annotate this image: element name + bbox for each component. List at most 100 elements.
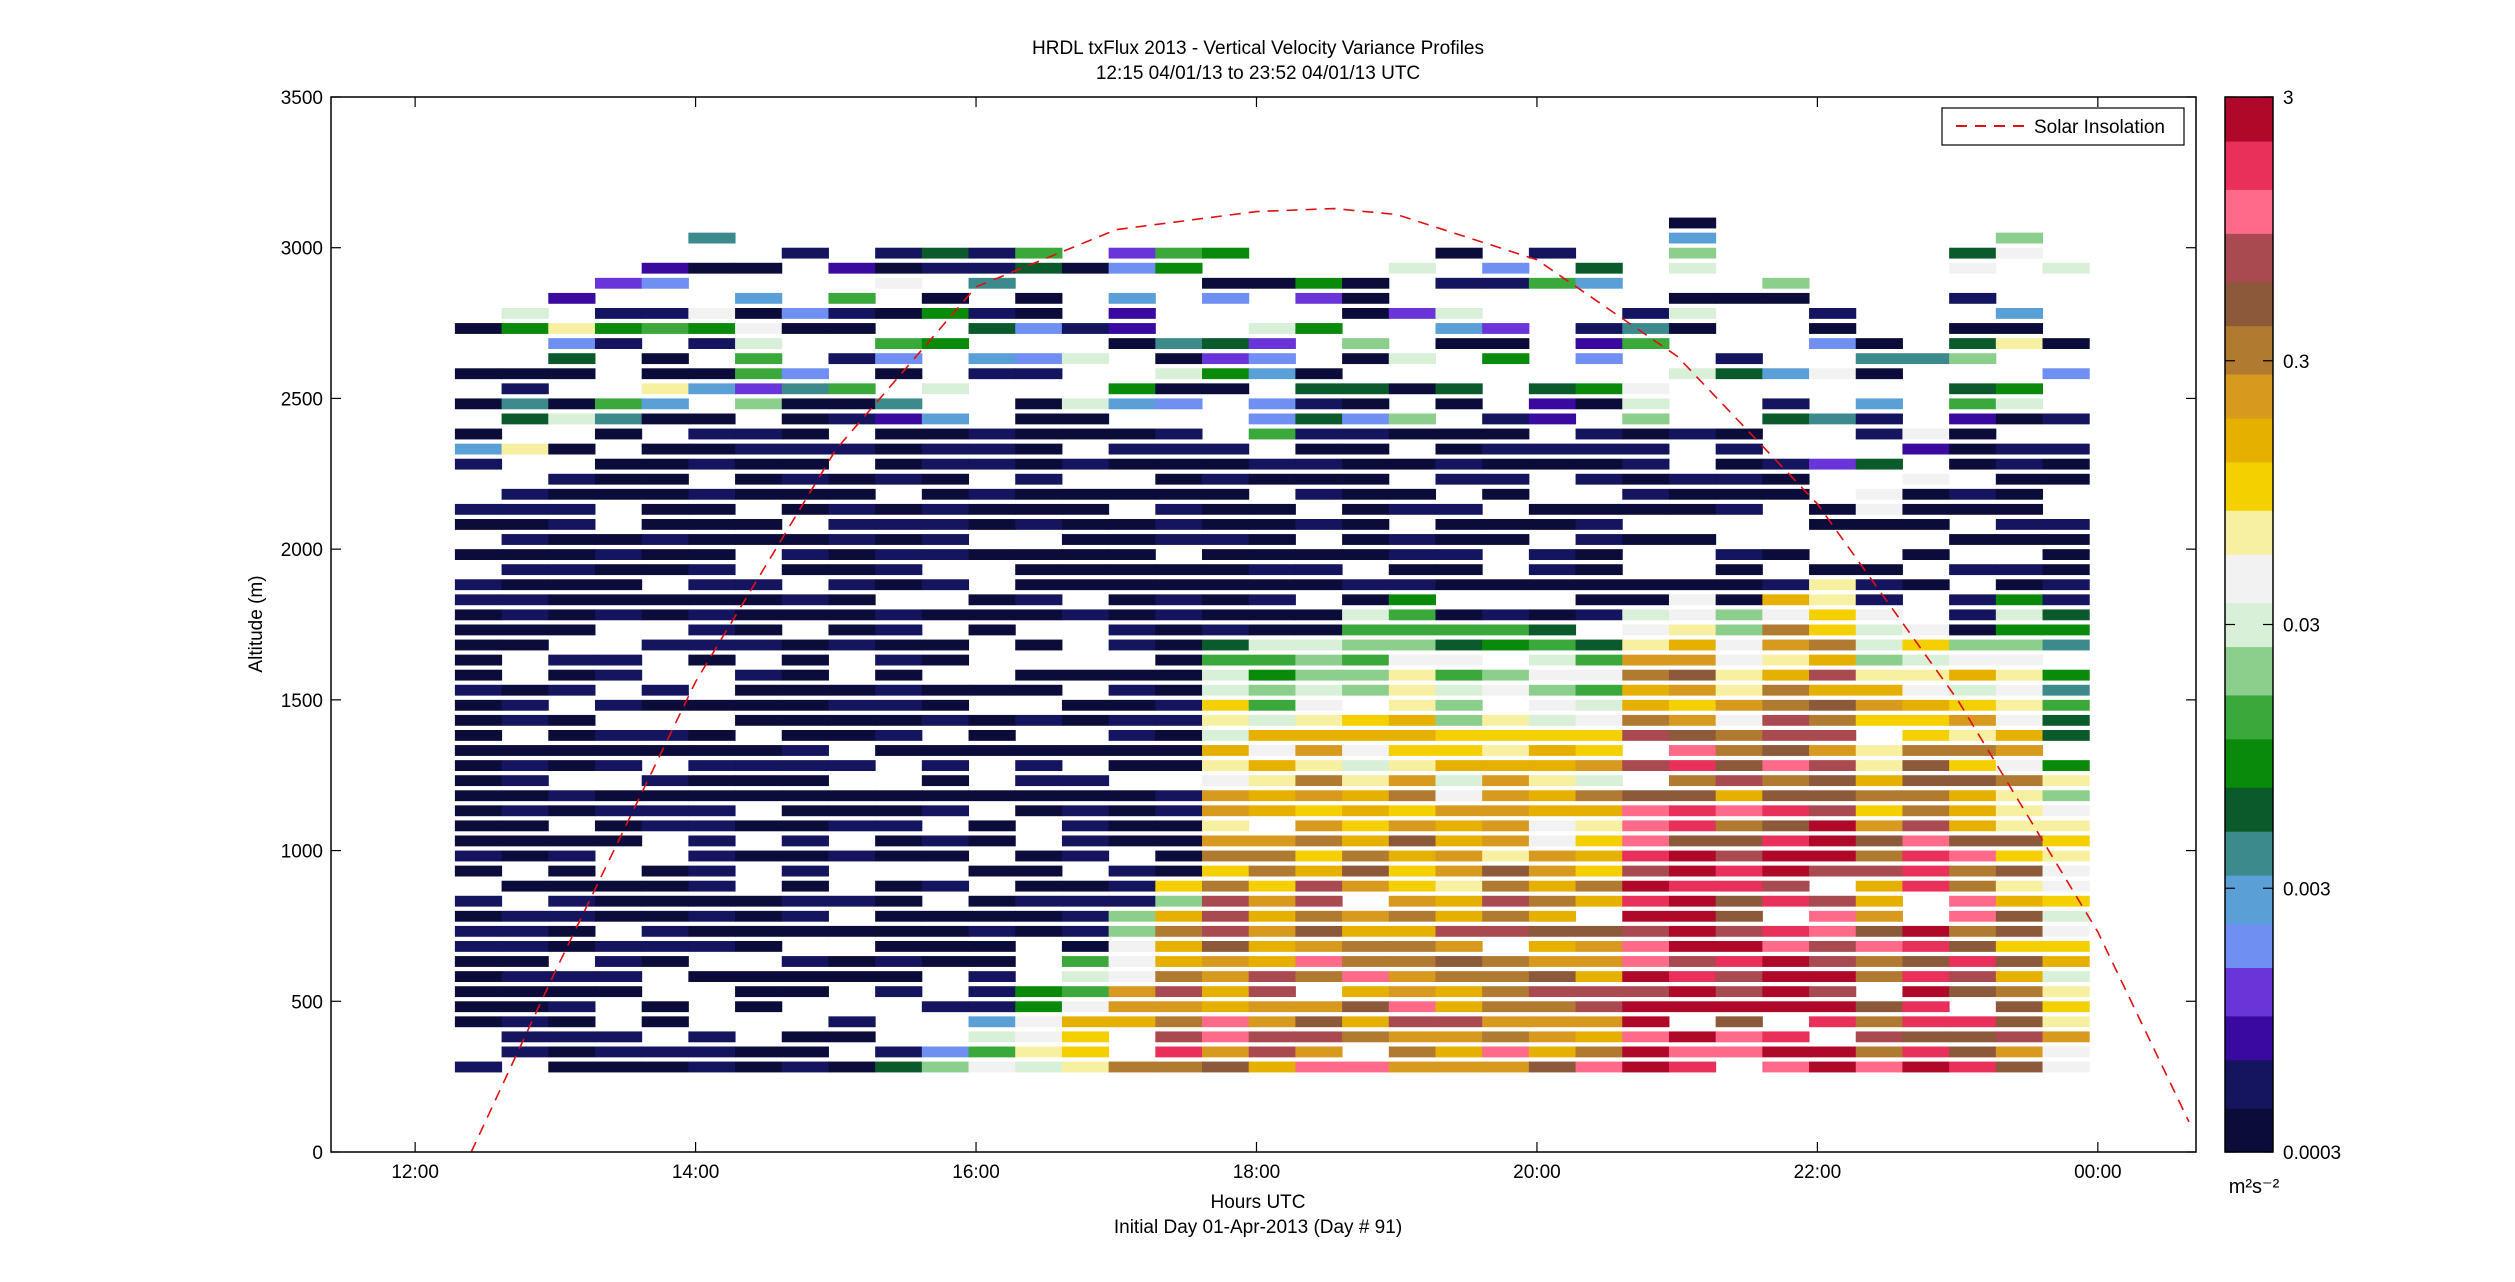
heatmap-cell: [594, 820, 643, 832]
heatmap-cell: [1668, 292, 1717, 304]
colorbar-segment: [2225, 888, 2273, 894]
heatmap-cell: [1388, 895, 1436, 907]
heatmap-cell: [1902, 790, 1950, 802]
heatmap-cell: [1809, 458, 1857, 470]
heatmap-cell: [1061, 458, 1110, 470]
heatmap-cell: [1622, 925, 1670, 937]
heatmap-cell: [1575, 1061, 1623, 1073]
heatmap-cell: [1995, 941, 2044, 952]
heatmap-cell: [1949, 353, 1997, 365]
heatmap-cell: [1435, 820, 1483, 832]
heatmap-cell: [1668, 941, 1717, 952]
heatmap-cell: [1995, 714, 2044, 726]
heatmap-cell: [688, 760, 736, 771]
heatmap-cell: [1295, 654, 1343, 666]
heatmap-cell: [548, 805, 596, 817]
heatmap-cell: [875, 895, 923, 907]
heatmap-cell: [1482, 534, 1530, 545]
heatmap-cell: [454, 910, 503, 922]
colorbar-segment: [2225, 1050, 2273, 1056]
heatmap-cell: [1715, 684, 1763, 696]
colorbar-segment: [2225, 294, 2273, 300]
heatmap-cell: [2042, 880, 2090, 892]
heatmap-cell: [1435, 669, 1483, 681]
y-tick-label: 1000: [281, 842, 323, 863]
heatmap-cell: [735, 458, 783, 470]
colorbar-segment: [2225, 554, 2273, 560]
colorbar-unit-label: m²s⁻²: [2229, 1176, 2280, 1198]
heatmap-cell: [1342, 910, 1390, 922]
heatmap-cell: [1202, 594, 1250, 606]
heatmap-cell: [1762, 458, 1810, 470]
heatmap-cell: [454, 639, 503, 651]
heatmap-cell: [641, 730, 689, 741]
colorbar-segment: [2225, 343, 2273, 349]
heatmap-cell: [968, 247, 1016, 259]
heatmap-cell: [1949, 323, 1997, 334]
heatmap-cell: [1762, 895, 1810, 907]
heatmap-cell: [1342, 956, 1390, 967]
heatmap-cell: [1435, 1016, 1483, 1028]
heatmap-cell: [1855, 835, 1903, 847]
heatmap-cell: [594, 534, 643, 545]
heatmap-cell: [1855, 820, 1903, 832]
heatmap-cell: [1342, 850, 1390, 862]
heatmap-cell: [921, 1001, 970, 1013]
heatmap-cell: [1622, 699, 1670, 711]
heatmap-cell: [1809, 760, 1857, 771]
heatmap-cell: [1995, 865, 2044, 877]
heatmap-cell: [1202, 277, 1250, 289]
heatmap-cell: [641, 805, 689, 817]
heatmap-cell: [1902, 850, 1950, 862]
heatmap-cell: [1108, 1016, 1156, 1028]
heatmap-cell: [781, 925, 829, 937]
heatmap-cell: [1762, 820, 1810, 832]
heatmap-cell: [2042, 986, 2090, 998]
heatmap-cell: [1949, 624, 1997, 636]
heatmap-cell: [1248, 880, 1296, 892]
heatmap-cell: [548, 488, 596, 500]
heatmap-cell: [1248, 956, 1296, 967]
heatmap-cell: [781, 730, 829, 741]
heatmap-cell: [2042, 473, 2090, 485]
heatmap-cell: [594, 428, 643, 440]
heatmap-cell: [641, 503, 689, 515]
heatmap-cell: [1061, 262, 1110, 274]
heatmap-cell: [1015, 775, 1063, 787]
colorbar-segment: [2225, 1143, 2273, 1149]
colorbar-segment: [2225, 576, 2273, 582]
heatmap-cell: [1108, 805, 1156, 817]
heatmap-cell: [1108, 865, 1156, 877]
heatmap-cell: [1528, 850, 1577, 862]
heatmap-cell: [1061, 880, 1110, 892]
heatmap-cell: [1528, 684, 1577, 696]
colorbar-segment: [2225, 730, 2273, 735]
heatmap-cell: [1482, 775, 1530, 787]
colorbar-tick-label: 0.03: [2283, 616, 2320, 637]
heatmap-cell: [1528, 503, 1577, 515]
heatmap-cell: [1715, 730, 1763, 741]
heatmap-cell: [2042, 519, 2090, 530]
heatmap-cell: [1108, 519, 1156, 530]
heatmap-cell: [1482, 956, 1530, 967]
colorbar-segment: [2225, 765, 2273, 771]
heatmap-cell: [828, 534, 876, 545]
heatmap-cell: [781, 247, 829, 259]
heatmap-cell: [875, 956, 923, 967]
x-tick-label: 20:00: [1513, 1162, 1561, 1183]
heatmap-cell: [548, 519, 596, 530]
heatmap-cell: [594, 488, 643, 500]
heatmap-cell: [2042, 443, 2090, 455]
heatmap-cell: [1528, 519, 1577, 530]
heatmap-cell: [1762, 609, 1810, 621]
heatmap-cell: [1809, 519, 1857, 530]
heatmap-cell: [1809, 503, 1857, 515]
heatmap-cell: [1482, 338, 1530, 349]
heatmap-cell: [1762, 549, 1810, 560]
heatmap-cell: [594, 458, 643, 470]
heatmap-cell: [921, 503, 970, 515]
heatmap-cell: [1435, 684, 1483, 696]
heatmap-cell: [828, 925, 876, 937]
heatmap-cell: [968, 714, 1016, 726]
heatmap-cell: [1202, 458, 1250, 470]
